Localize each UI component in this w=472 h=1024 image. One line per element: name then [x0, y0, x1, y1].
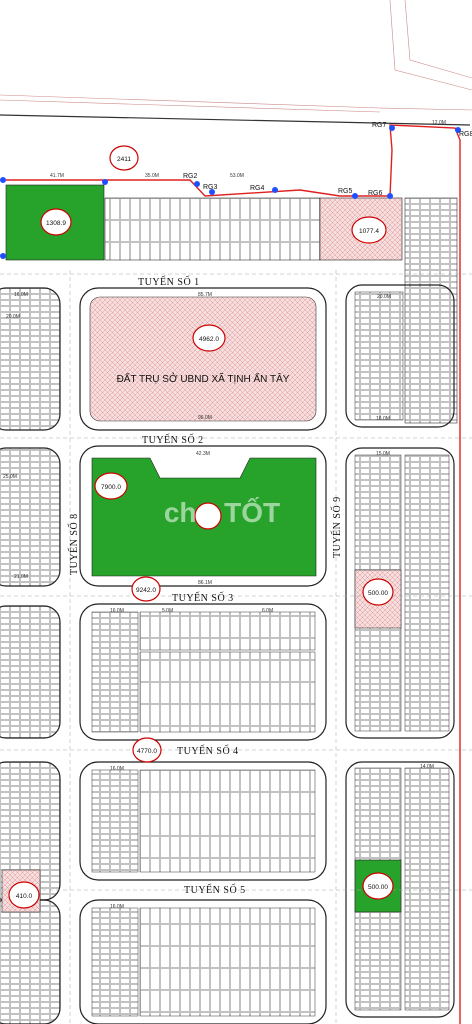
- dim-ubnd-inner: 96.0M: [198, 415, 212, 421]
- marker-rg5: RG5: [338, 188, 353, 195]
- block-center-3-lots-top: [139, 611, 316, 651]
- lot-column-right-top: [404, 197, 458, 424]
- street-label-2: TUYẾN SỐ 2: [142, 433, 204, 446]
- street-label-3: TUYẾN SỐ 3: [172, 591, 234, 604]
- marker-rg4: RG4: [250, 185, 265, 192]
- boundary-nodes: [0, 125, 461, 259]
- area-value-1308: 1308.9: [46, 220, 66, 227]
- block-right-2: [345, 447, 455, 739]
- block-right-3-lots-b: [404, 767, 450, 1011]
- marker-rg8: RG8: [459, 131, 472, 138]
- block-left-1: [0, 287, 61, 431]
- dim-left-top-16: 16.0M: [14, 292, 28, 298]
- block-center-4-lots-left: [91, 769, 139, 873]
- lot-strip-top: [104, 197, 321, 261]
- marker-rg7: RG7: [372, 122, 387, 129]
- block-left-5: [0, 899, 61, 1024]
- area-badge-1077: 1077.4: [351, 216, 387, 244]
- dim-boundary-35: 35.0M: [145, 173, 159, 179]
- dim-top-ubnd: 85.7M: [198, 292, 212, 298]
- watermark: chợ TỐT: [164, 496, 280, 528]
- dim-lot-5m: 5.0M: [162, 608, 173, 614]
- area-badge-9242: 9242.0: [131, 576, 161, 602]
- dim-park-bottom: 86.1M: [198, 580, 212, 586]
- street-label-1: TUYẾN SỐ 1: [138, 275, 200, 288]
- dim-lot-6m: 6.0M: [262, 608, 273, 614]
- block-right-1: [345, 284, 455, 428]
- area-value-410: 410.0: [16, 893, 33, 900]
- dim-left-lot-1: 20.0M: [6, 314, 20, 320]
- area-badge-4962: 4962.0: [192, 324, 226, 352]
- block-center-5-lots: [139, 907, 316, 1017]
- dim-block3-16: 16.0M: [110, 608, 124, 614]
- street-label-4: TUYẾN SỐ 4: [177, 744, 239, 757]
- dim-boundary-left: 41.7M: [50, 173, 64, 179]
- area-badge-500a: 500.00: [362, 578, 394, 606]
- street-label-5: TUYẾN SỐ 5: [184, 883, 246, 896]
- area-value-4962: 4962.0: [199, 336, 219, 343]
- dim-right-15: 15.0M: [376, 451, 390, 457]
- dim-block5-16: 16.0M: [110, 904, 124, 910]
- area-badge-1308: 1308.9: [40, 208, 72, 236]
- block-right-2-lots-b: [404, 454, 450, 732]
- block-center-3-lots-bot: [139, 651, 316, 733]
- area-value-7900: 7900.0: [101, 484, 121, 491]
- block-right-1-lots: [354, 291, 404, 421]
- area-badge-park-center: [194, 502, 222, 530]
- area-value-9242: 9242.0: [136, 587, 156, 594]
- dim-left-lot-3: 21.0M: [14, 574, 28, 580]
- top-context-lines: [0, 0, 472, 126]
- block-center-3-lots-left: [91, 611, 139, 733]
- dim-right-14: 14.0M: [420, 764, 434, 770]
- dim-left-lot-2: 25.0M: [3, 474, 17, 480]
- area-badge-4770: 4770.0: [132, 737, 162, 763]
- marker-rg2: RG2: [183, 173, 198, 180]
- area-badge-top: 2411: [109, 145, 139, 171]
- dim-boundary-mid: 53.0M: [230, 173, 244, 179]
- dim-park-top: 42.3M: [196, 451, 210, 457]
- area-value-500b: 500.00: [368, 884, 388, 891]
- street-centerlines: [0, 270, 472, 1024]
- block-left-2: [0, 447, 61, 587]
- area-value-500a: 500.00: [368, 590, 388, 597]
- area-value-1077: 1077.4: [359, 228, 379, 235]
- area-value-4770: 4770.0: [137, 748, 157, 755]
- block-left-3: [0, 605, 61, 739]
- block-center-4-lots: [139, 769, 316, 873]
- street-label-8: TUYẾN SỐ 8: [67, 513, 80, 575]
- block-center-5-lots-left: [91, 907, 139, 1017]
- area-badge-500b: 500.00: [362, 872, 394, 900]
- street-label-9: TUYẾN SỐ 9: [330, 496, 343, 558]
- marker-rg6: RG6: [368, 190, 383, 197]
- ubnd-label: ĐẤT TRỤ SỞ UBND XÃ TỊNH ẤN TÂY: [117, 372, 290, 385]
- area-badge-7900: 7900.0: [94, 472, 128, 500]
- area-value-top: 2411: [117, 156, 131, 163]
- ubnd-land: [89, 296, 317, 422]
- dim-block4-16: 16.0M: [110, 766, 124, 772]
- dim-right-lot: 20.0M: [377, 294, 391, 300]
- block-right-3: [345, 761, 455, 1018]
- area-badge-410: 410.0: [8, 881, 40, 909]
- marker-rg3: RG3: [203, 184, 218, 191]
- dim-right-16: 16.0M: [376, 416, 390, 422]
- dim-top-12: 12.0M: [432, 120, 446, 126]
